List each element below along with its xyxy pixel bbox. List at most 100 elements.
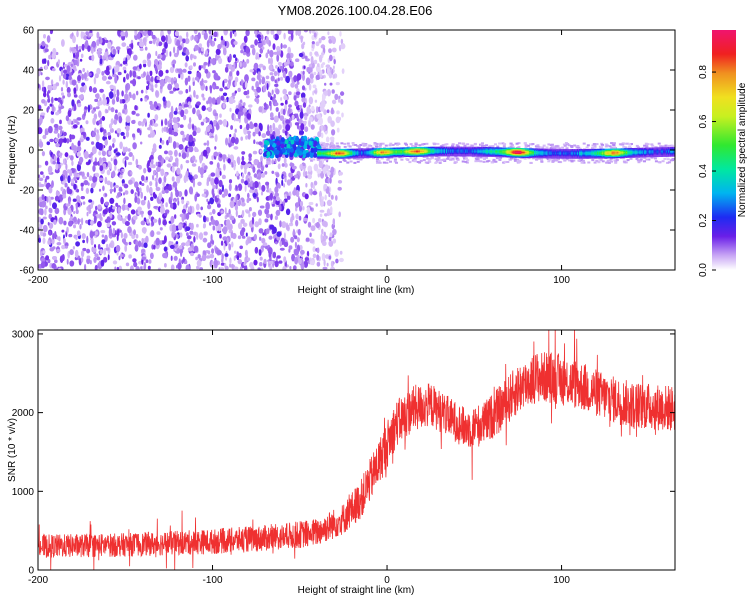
heatmap-cell xyxy=(198,232,204,240)
heatmap-cell xyxy=(196,101,201,106)
heatmap-cell xyxy=(301,43,305,50)
heatmap-cell xyxy=(360,148,362,150)
heatmap-cell xyxy=(135,113,140,117)
heatmap-cell xyxy=(370,151,372,154)
heatmap-cell xyxy=(73,172,78,178)
heatmap-cell xyxy=(654,146,658,149)
heatmap-cell xyxy=(94,253,99,258)
heatmap-cell xyxy=(131,110,136,115)
heatmap-cell xyxy=(366,149,368,151)
heatmap-cell xyxy=(137,206,142,212)
heatmap-cell xyxy=(374,149,377,151)
heatmap-cell xyxy=(401,147,403,149)
heatmap-cell xyxy=(466,143,470,146)
heatmap-cell xyxy=(222,92,228,97)
heatmap-cell xyxy=(329,155,332,157)
heatmap-cell xyxy=(276,231,282,237)
heatmap-cell xyxy=(45,44,49,48)
heatmap-cell xyxy=(354,153,357,155)
heatmap-cell xyxy=(414,155,416,157)
heatmap-cell xyxy=(654,160,658,163)
heatmap-cell xyxy=(260,191,264,196)
heatmap-cell xyxy=(165,156,170,161)
heatmap-cell xyxy=(290,236,295,243)
heatmap-cell xyxy=(319,156,321,158)
heatmap-cell xyxy=(180,163,183,170)
heatmap-cell xyxy=(63,220,67,226)
heatmap-cell xyxy=(320,151,322,153)
heatmap-cell xyxy=(407,154,409,156)
heatmap-cell xyxy=(324,82,327,86)
heatmap-cell xyxy=(258,106,263,113)
heatmap-cell xyxy=(197,32,201,40)
heatmap-cell xyxy=(359,153,361,155)
heatmap-cell xyxy=(220,240,224,246)
heatmap-cell xyxy=(142,118,147,123)
heatmap-cell xyxy=(296,30,302,37)
heatmap-cell xyxy=(257,42,263,49)
heatmap-cell xyxy=(275,172,280,178)
heatmap-cell xyxy=(55,111,60,116)
heatmap-cell xyxy=(72,65,77,71)
heatmap-cell xyxy=(211,57,216,66)
heatmap-cell xyxy=(83,180,89,186)
heatmap-cell xyxy=(207,96,213,104)
heatmap-cell xyxy=(336,153,338,156)
heatmap-cell xyxy=(54,231,57,238)
heatmap-cell xyxy=(71,99,75,107)
heatmap-cell xyxy=(364,155,366,157)
heatmap-cell xyxy=(348,152,350,154)
heatmap-cell xyxy=(212,225,215,231)
heatmap-cell xyxy=(542,144,546,147)
heatmap-cell xyxy=(153,170,156,176)
heatmap-cell xyxy=(196,232,199,240)
heatmap-cell xyxy=(385,155,387,157)
heatmap-cell xyxy=(223,163,226,171)
heatmap-cell xyxy=(453,161,457,164)
heatmap-cell xyxy=(359,154,361,156)
heatmap-cell xyxy=(278,111,281,119)
heatmap-cell xyxy=(328,255,332,260)
heatmap-cell xyxy=(241,235,246,239)
heatmap-cell xyxy=(188,117,192,124)
heatmap-cell xyxy=(299,130,304,135)
heatmap-cell xyxy=(275,149,280,155)
heatmap-cell xyxy=(402,147,404,149)
heatmap-cell xyxy=(40,261,46,269)
heatmap-cell xyxy=(353,155,356,158)
heatmap-cell xyxy=(404,154,406,156)
heatmap-cell xyxy=(369,154,371,156)
heatmap-cell xyxy=(230,215,235,221)
heatmap-cell xyxy=(330,120,335,127)
heatmap-cell xyxy=(237,199,241,207)
heatmap-cell xyxy=(94,127,97,133)
heatmap-cell xyxy=(328,149,331,151)
heatmap-cell xyxy=(253,122,258,127)
heatmap-cell xyxy=(360,157,363,160)
heatmap-cell xyxy=(203,32,208,40)
heatmap-cell xyxy=(335,258,339,264)
heatmap-cell xyxy=(90,46,94,54)
heatmap-cell xyxy=(220,210,224,214)
heatmap-cell xyxy=(318,160,322,163)
heatmap-cell xyxy=(372,154,374,156)
heatmap-cell xyxy=(436,159,439,162)
heatmap-cell xyxy=(347,154,349,157)
heatmap-cell xyxy=(326,157,328,159)
heatmap-cell xyxy=(408,147,410,149)
heatmap-cell xyxy=(322,149,324,151)
heatmap-cell xyxy=(373,151,376,154)
heatmap-cell xyxy=(124,159,127,168)
heatmap-cell xyxy=(206,140,210,147)
heatmap-cell xyxy=(397,154,400,157)
heatmap-cell xyxy=(405,155,407,158)
heatmap-cell xyxy=(342,153,344,156)
heatmap-cell xyxy=(105,109,109,114)
heatmap-cell xyxy=(202,118,207,123)
heatmap-cell xyxy=(294,122,299,126)
heatmap-cell xyxy=(42,134,47,140)
heatmap-cell xyxy=(356,155,358,158)
heatmap-cell xyxy=(388,150,390,152)
heatmap-cell xyxy=(549,147,553,149)
